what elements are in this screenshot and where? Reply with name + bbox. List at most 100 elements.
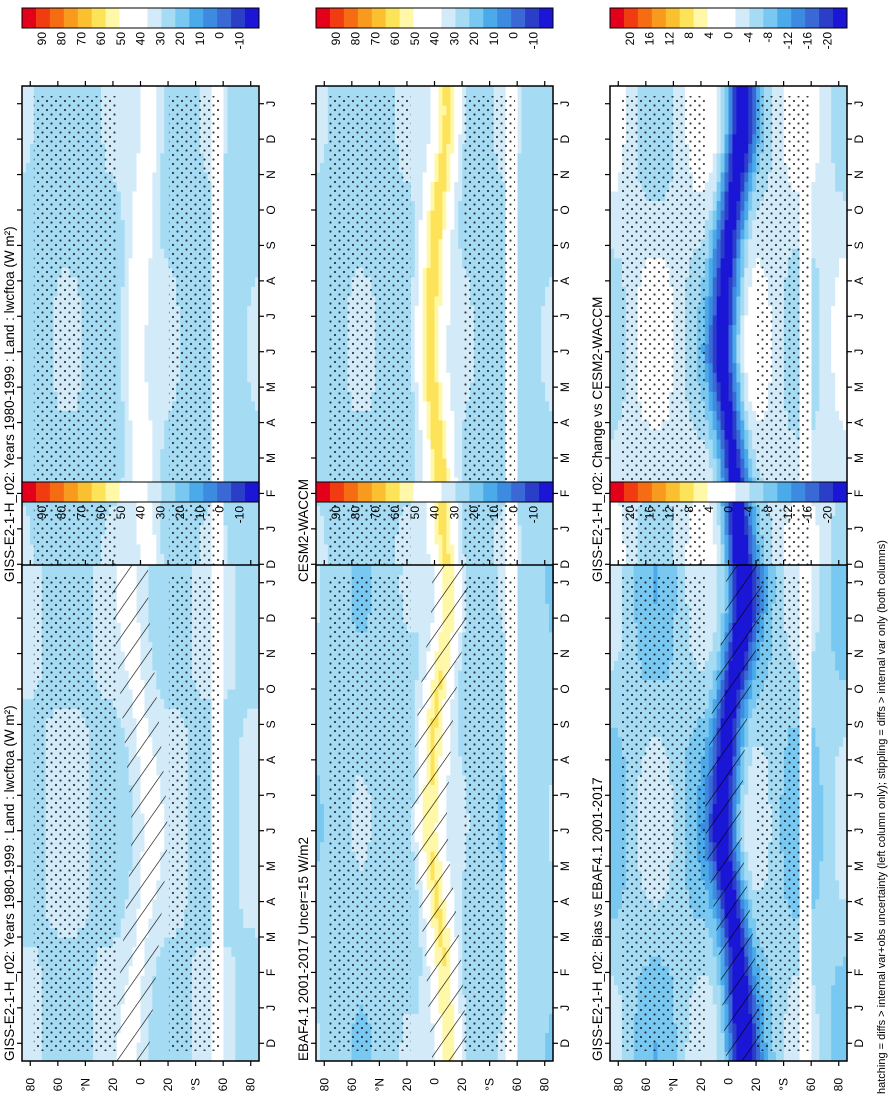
heat-cell [120,171,126,182]
heat-cell [22,505,27,516]
heat-cell [136,248,142,259]
heat-cell [140,419,146,430]
heat-cell [22,295,27,306]
heat-cell [235,889,240,900]
heat-cell [239,305,244,316]
heat-cell [116,257,122,268]
heat-cell [29,908,35,919]
heat-cell [148,276,153,287]
heat-cell [251,917,256,929]
heat-cell [128,95,134,106]
heat-cell [22,448,27,459]
heat-cell [247,956,252,967]
heat-cell [231,343,236,354]
heat-cell [25,860,31,871]
heat-cell [73,86,78,97]
heat-cell [140,381,146,392]
heat-cell [239,813,244,824]
heat-cell [29,860,35,871]
heat-cell [235,429,240,440]
heat-cell [219,362,225,373]
heat-cell [22,324,27,335]
heat-cell [239,448,244,459]
heat-cell [152,114,157,125]
heat-cell [223,946,228,957]
heat-cell [227,879,232,890]
heat-cell [251,152,256,163]
heat-cell [29,832,35,843]
heat-cell [152,219,157,230]
heat-cell [160,181,165,192]
heat-cell [132,295,138,306]
heat-cell [156,543,161,554]
heat-cell [29,324,35,335]
heat-cell [231,965,236,976]
heat-cell [251,210,256,221]
colorbar-label: 20 [173,32,187,46]
heat-cell [164,105,169,116]
heat-cell [156,334,161,345]
heat-cell [160,95,165,106]
heat-cell [223,515,228,526]
heat-cell [227,276,232,287]
heat-cell [25,813,31,824]
heat-cell [239,210,244,221]
heat-cell [156,458,161,469]
heat-cell [148,257,153,268]
heat-cell [243,190,248,202]
heat-cell [156,410,161,421]
heat-cell [156,286,161,297]
heat-cell [247,1032,252,1043]
heat-cell [124,832,130,843]
heat-cell [136,200,142,211]
heat-cell [116,286,122,297]
heat-cell [152,467,157,478]
heat-cell [211,1051,217,1062]
heat-cell [227,334,232,345]
heat-cell [235,295,240,306]
heat-cell [219,994,225,1005]
heat-cell [164,515,169,526]
heat-cell [144,467,149,478]
heat-cell [164,429,169,440]
heat-cell [247,879,252,890]
heat-cell [164,419,169,430]
heat-cell [219,1013,225,1024]
heat-cell [22,124,27,135]
heat-cell [132,362,138,373]
heat-cell [251,1051,256,1062]
heat-cell [156,965,161,976]
heat-cell [22,343,27,354]
heat-cell [231,105,236,116]
heat-cell [116,879,122,890]
heat-cell [120,448,126,459]
heat-cell [235,381,240,392]
heat-cell [152,181,157,192]
heat-cell [255,190,260,202]
heat-cell [251,219,256,230]
heat-cell [239,105,244,116]
heat-cell [128,124,134,135]
heat-cell [136,362,142,373]
heat-cell [116,956,122,967]
heat-cell [116,946,122,957]
heat-cell [243,994,248,1005]
heat-cell [160,162,165,173]
heat-cell [144,419,149,430]
heat-cell [148,133,153,144]
heat-cell [251,248,256,259]
heat-cell [116,841,122,852]
heat-cell [223,467,228,478]
heat-cell [239,543,244,554]
heat-cell [25,774,31,785]
heat-cell [235,908,240,919]
heat-cell [183,86,189,97]
heat-cell [29,257,35,268]
heat-cell [243,210,248,221]
heat-cell [29,889,35,900]
heat-cell [148,210,153,221]
heat-cell [132,410,138,421]
heat-cell [120,505,126,516]
heat-cell [160,381,165,392]
heat-cell [29,143,35,154]
